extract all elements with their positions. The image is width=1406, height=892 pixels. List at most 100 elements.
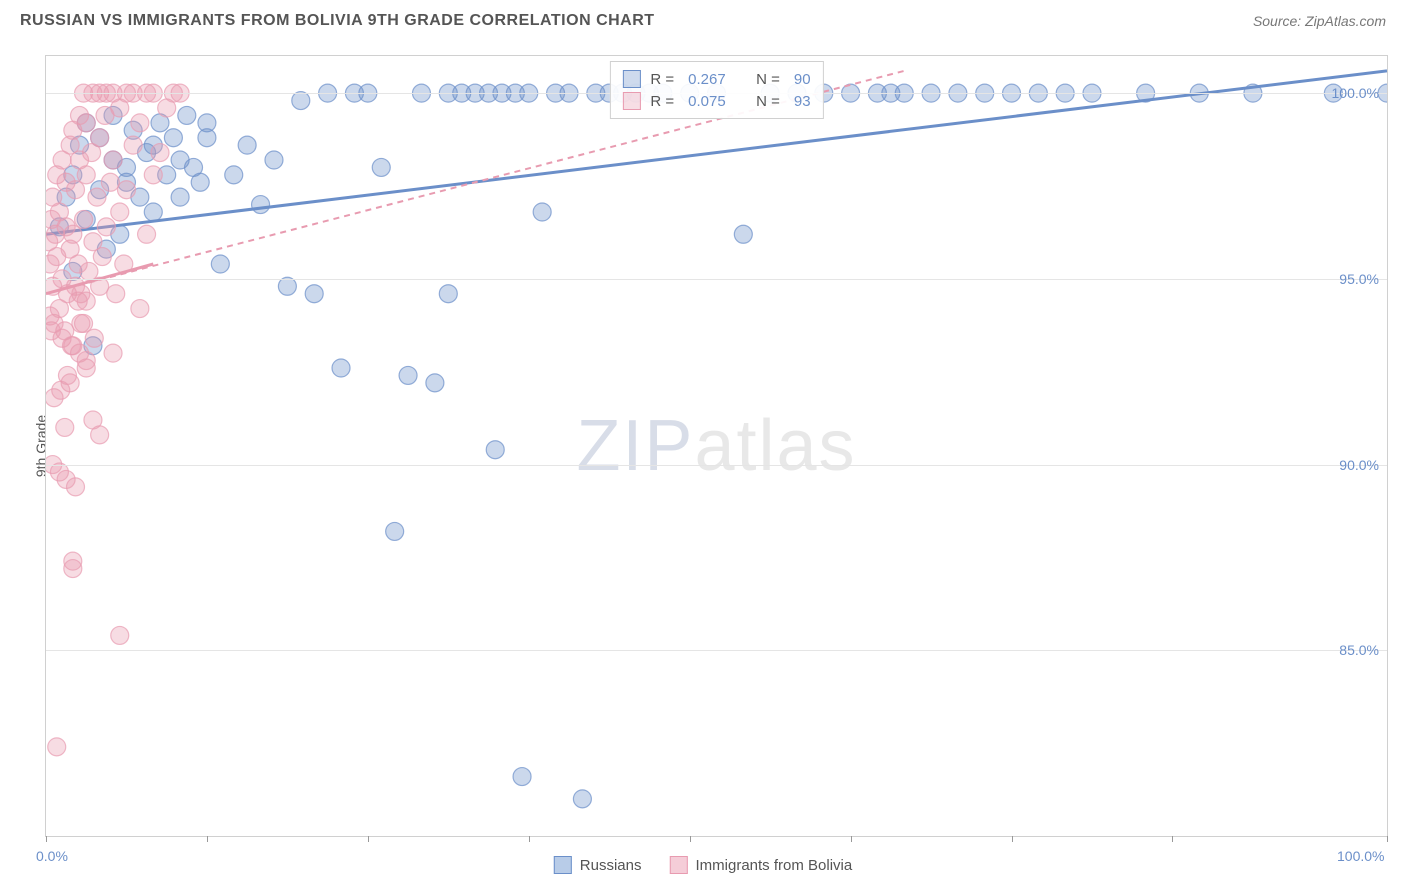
n-label: N = (756, 71, 780, 88)
data-point (164, 129, 182, 147)
data-point (75, 210, 93, 228)
x-tick (46, 836, 47, 842)
gridline (46, 279, 1387, 280)
data-point (305, 285, 323, 303)
data-point (77, 352, 95, 370)
data-point (91, 129, 109, 147)
data-point (124, 136, 142, 154)
legend-swatch (622, 70, 640, 88)
data-point (151, 144, 169, 162)
legend-item: Immigrants from Bolivia (670, 856, 853, 874)
legend-swatch (554, 856, 572, 874)
legend-stat-row: R = 0.075 N = 93 (622, 90, 810, 112)
data-point (171, 188, 189, 206)
legend-label: Russians (580, 857, 642, 874)
source-attribution: Source: ZipAtlas.com (1253, 13, 1386, 29)
gridline (46, 465, 1387, 466)
series-legend: Russians Immigrants from Bolivia (554, 856, 852, 874)
data-point (67, 181, 85, 199)
data-point (104, 344, 122, 362)
x-tick-label: 0.0% (36, 848, 68, 864)
r-value: 0.075 (688, 93, 742, 110)
data-point (533, 203, 551, 221)
data-point (93, 248, 111, 266)
data-point (386, 522, 404, 540)
data-point (426, 374, 444, 392)
data-point (117, 181, 135, 199)
data-point (238, 136, 256, 154)
data-point (265, 151, 283, 169)
data-point (85, 329, 103, 347)
data-point (111, 203, 129, 221)
data-point (111, 626, 129, 644)
legend-swatch (622, 92, 640, 110)
data-point (48, 738, 66, 756)
data-point (439, 285, 457, 303)
scatter-svg (46, 56, 1387, 836)
data-point (211, 255, 229, 273)
y-tick-label: 85.0% (1339, 642, 1379, 658)
data-point (131, 114, 149, 132)
chart-title: RUSSIAN VS IMMIGRANTS FROM BOLIVIA 9TH G… (20, 12, 655, 30)
data-point (198, 114, 216, 132)
data-point (399, 366, 417, 384)
gridline (46, 650, 1387, 651)
data-point (734, 225, 752, 243)
data-point (56, 418, 74, 436)
data-point (64, 225, 82, 243)
data-point (91, 426, 109, 444)
x-tick (690, 836, 691, 842)
legend-swatch (670, 856, 688, 874)
data-point (372, 158, 390, 176)
legend-label: Immigrants from Bolivia (696, 857, 853, 874)
data-point (107, 285, 125, 303)
n-value: 93 (794, 93, 811, 110)
x-tick-label: 100.0% (1337, 848, 1384, 864)
x-tick (1387, 836, 1388, 842)
data-point (46, 307, 59, 325)
y-tick-label: 95.0% (1339, 271, 1379, 287)
data-point (64, 560, 82, 578)
data-point (80, 262, 98, 280)
correlation-legend: R = 0.267 N = 90 R = 0.075 N = 93 (609, 61, 823, 119)
data-point (278, 277, 296, 295)
data-point (513, 768, 531, 786)
data-point (332, 359, 350, 377)
data-point (97, 218, 115, 236)
data-point (178, 106, 196, 124)
data-point (101, 173, 119, 191)
y-tick-label: 90.0% (1339, 457, 1379, 473)
y-tick-label: 100.0% (1332, 85, 1379, 101)
data-point (67, 478, 85, 496)
data-point (225, 166, 243, 184)
r-value: 0.267 (688, 71, 742, 88)
chart-plot-area: ZIPatlas R =0.267N =90R =0.075N =93 85.0… (45, 55, 1388, 837)
data-point (144, 203, 162, 221)
data-point (573, 790, 591, 808)
legend-item: Russians (554, 856, 642, 874)
n-value: 90 (794, 71, 811, 88)
data-point (77, 114, 95, 132)
data-point (486, 441, 504, 459)
data-point (72, 285, 90, 303)
data-point (131, 300, 149, 318)
data-point (252, 196, 270, 214)
x-tick (529, 836, 530, 842)
x-tick (207, 836, 208, 842)
n-label: N = (756, 93, 780, 110)
x-tick (368, 836, 369, 842)
r-label: R = (650, 93, 674, 110)
data-point (52, 381, 70, 399)
x-tick (1172, 836, 1173, 842)
data-point (88, 188, 106, 206)
data-point (104, 151, 122, 169)
data-point (191, 173, 209, 191)
data-point (144, 166, 162, 184)
data-point (77, 166, 95, 184)
x-tick (1012, 836, 1013, 842)
data-point (138, 225, 156, 243)
r-label: R = (650, 71, 674, 88)
data-point (75, 314, 93, 332)
data-point (292, 92, 310, 110)
legend-stat-row: R = 0.267 N = 90 (622, 68, 810, 90)
